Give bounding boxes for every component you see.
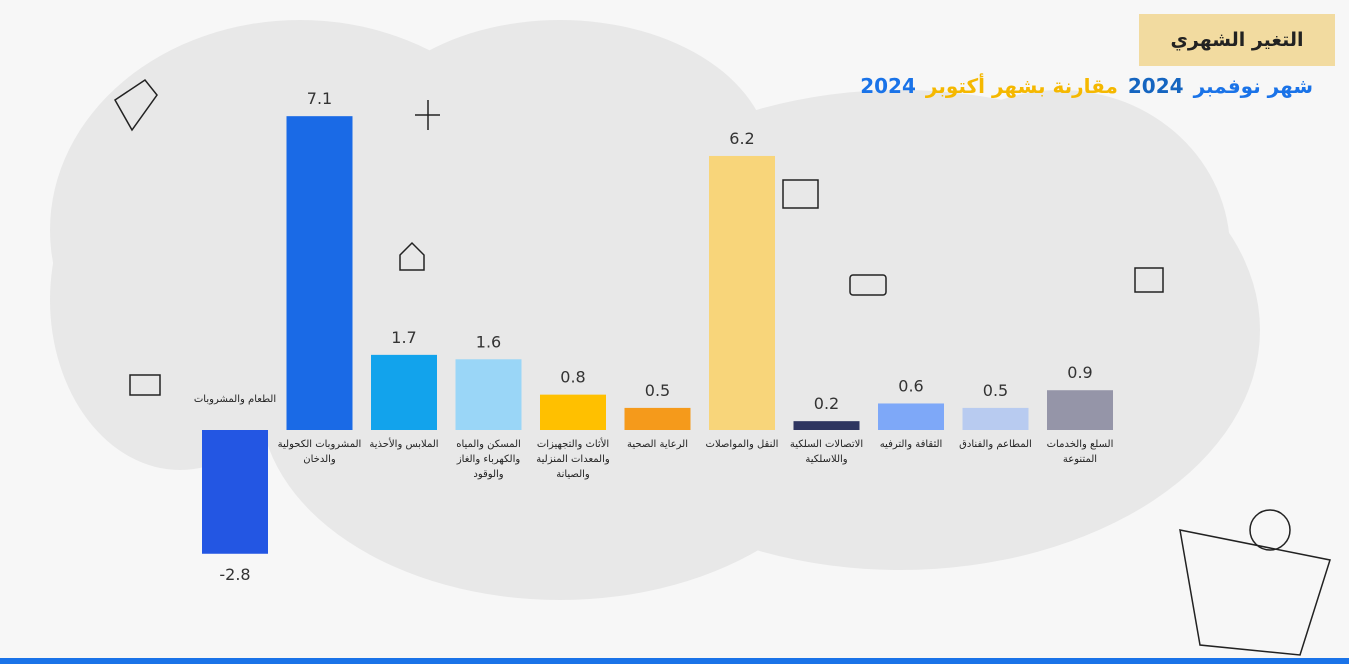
value-label: 1.6 xyxy=(476,332,501,351)
bar xyxy=(371,354,437,430)
category-label: النقل والمواصلات xyxy=(705,439,779,450)
bottom-rule xyxy=(0,658,1349,664)
value-label: 0.5 xyxy=(645,381,670,400)
value-label: 0.5 xyxy=(983,381,1008,400)
bar xyxy=(709,155,775,430)
category-label: الاتصالات السلكية واللاسلكية xyxy=(789,439,864,465)
value-label: -2.8 xyxy=(219,565,250,584)
title: التغير الشهري xyxy=(1139,14,1335,66)
subtitle-part: 2024 xyxy=(1127,74,1184,98)
bar xyxy=(1047,390,1113,430)
subtitle-part: 2024 xyxy=(860,74,916,98)
bar xyxy=(286,116,353,431)
category-label: المشروبات الكحولية والدخان xyxy=(277,439,362,465)
category-label: المطاعم والفنادق xyxy=(959,439,1032,450)
value-label: 0.8 xyxy=(560,368,585,387)
bar xyxy=(624,407,691,430)
subtitle-part: مقارنة بشهر أكتوبر xyxy=(925,74,1118,98)
decor-icons xyxy=(114,78,1331,656)
value-label: 1.7 xyxy=(391,328,416,347)
value-label: 0.2 xyxy=(814,394,839,413)
value-label: 0.6 xyxy=(898,376,923,395)
category-label: الملابس والأحذية xyxy=(369,439,439,450)
category-label: الثقافة والترفيه xyxy=(879,439,943,450)
subtitle: شهر نوفمبر 2024 مقارنة بشهر أكتوبر 2024 xyxy=(850,74,1313,98)
bar xyxy=(878,403,944,430)
bar xyxy=(793,421,860,430)
bar xyxy=(455,359,522,430)
category-label: الرعاية الصحية xyxy=(626,439,688,450)
bar xyxy=(202,430,268,554)
value-label: 0.9 xyxy=(1067,363,1092,382)
bar xyxy=(540,394,606,430)
subtitle-part: شهر نوفمبر xyxy=(1193,74,1313,98)
value-label: 6.2 xyxy=(729,129,754,148)
category-label: السلع والخدمات المتنوعة xyxy=(1046,439,1114,465)
value-label: 7.1 xyxy=(307,89,332,108)
bars: -2.8 7.1 1.7 1.6 0.8 0.5 6.2 0.2 0.6 0.5 0.9 xyxy=(202,89,1113,584)
category-label: المسكن والمياه والكهرباء والغاز والوقود xyxy=(456,439,521,480)
category-label: الأثاث والتجهيزات والمعدات المنزلية والص… xyxy=(536,439,610,480)
category-label: الطعام والمشروبات xyxy=(193,394,277,405)
bar xyxy=(962,407,1029,430)
